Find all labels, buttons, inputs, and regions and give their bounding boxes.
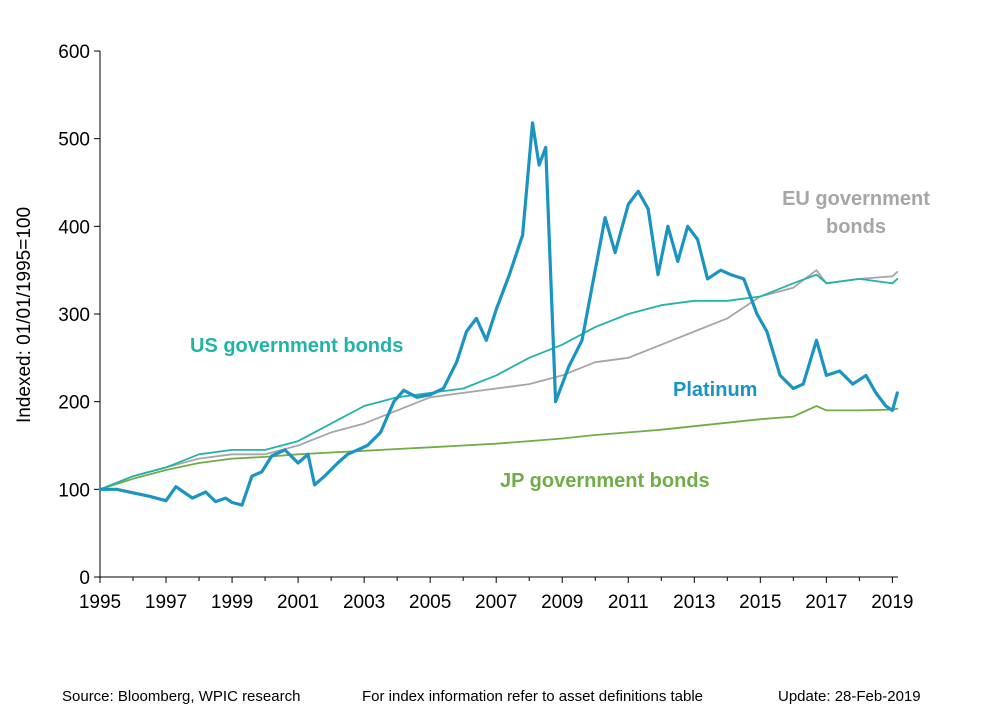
y-tick-label: 500 <box>58 130 90 151</box>
y-axis: 0 100 200 300 400 500 600 <box>58 42 101 589</box>
x-tick-label: 2017 <box>805 592 847 613</box>
footer-source: Source: Bloomberg, WPIC research <box>62 688 301 705</box>
x-tick-label: 2005 <box>409 592 451 613</box>
series-line-us <box>99 273 899 491</box>
y-tick-label: 0 <box>79 568 90 589</box>
y-tick-label: 200 <box>58 393 90 414</box>
series-lines <box>98 121 899 507</box>
x-tick-label: 2003 <box>343 592 385 613</box>
series-label-eu-line2: bonds <box>826 216 886 238</box>
x-tick-label: 1995 <box>79 592 121 613</box>
series-label-platinum: Platinum <box>673 379 757 401</box>
x-tick-label: 2009 <box>541 592 583 613</box>
y-tick-label: 600 <box>58 42 90 63</box>
series-label-eu-line1: EU government <box>782 188 930 210</box>
line-chart: 0 100 200 300 400 500 600 1995 1997 1999 2001 2003… <box>14 42 930 613</box>
series-line-platinum <box>98 121 899 507</box>
y-tick-label: 400 <box>58 217 90 238</box>
series-label-jp: JP government bonds <box>500 470 710 492</box>
series-label-us: US government bonds <box>190 335 403 357</box>
x-tick-label: 1999 <box>211 592 253 613</box>
x-tick-label: 1997 <box>145 592 187 613</box>
x-tick-label: 2013 <box>673 592 715 613</box>
footer-info: For index information refer to asset def… <box>362 688 704 705</box>
y-tick-label: 100 <box>58 480 90 501</box>
x-tick-label: 2019 <box>871 592 913 613</box>
series-line-eu <box>99 269 899 491</box>
x-tick-label: 2001 <box>277 592 319 613</box>
series-line-jp <box>99 405 899 491</box>
y-tick-label: 300 <box>58 305 90 326</box>
x-tick-label: 2015 <box>739 592 781 613</box>
footer-update: Update: 28-Feb-2019 <box>778 688 921 705</box>
y-axis-title: Indexed: 01/01/1995=100 <box>14 207 35 423</box>
x-tick-label: 2011 <box>608 592 649 613</box>
x-tick-label: 2007 <box>475 592 517 613</box>
x-axis: 1995 1997 1999 2001 2003 2005 2007 2009 2011 2013… <box>79 576 914 613</box>
